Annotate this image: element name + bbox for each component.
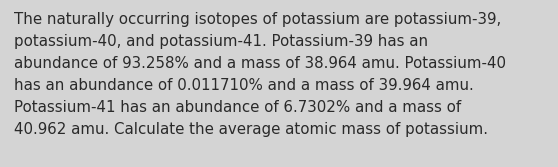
Text: The naturally occurring isotopes of potassium are potassium-39,: The naturally occurring isotopes of pota…	[14, 12, 501, 27]
Text: 40.962 amu. Calculate the average atomic mass of potassium.: 40.962 amu. Calculate the average atomic…	[14, 122, 488, 137]
Text: abundance of 93.258% and a mass of 38.964 amu. Potassium-40: abundance of 93.258% and a mass of 38.96…	[14, 56, 506, 71]
Text: has an abundance of 0.011710% and a mass of 39.964 amu.: has an abundance of 0.011710% and a mass…	[14, 78, 474, 93]
Text: Potassium-41 has an abundance of 6.7302% and a mass of: Potassium-41 has an abundance of 6.7302%…	[14, 100, 461, 115]
Text: potassium-40, and potassium-41. Potassium-39 has an: potassium-40, and potassium-41. Potassiu…	[14, 34, 428, 49]
